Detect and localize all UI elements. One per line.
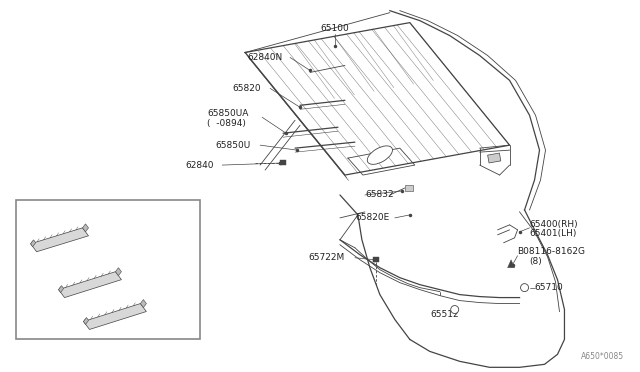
Bar (373, 257, 379, 262)
Polygon shape (83, 304, 147, 330)
Text: (8): (8) (529, 257, 542, 266)
Text: 65850UA: 65850UA (207, 109, 248, 118)
Ellipse shape (367, 146, 392, 164)
Text: 65850QA: 65850QA (36, 250, 74, 259)
Bar (15, 200, 200, 339)
Text: (0894-   ): (0894- ) (90, 209, 131, 218)
Text: 65832: 65832 (365, 190, 394, 199)
Text: 65400(RH): 65400(RH) (529, 220, 578, 230)
Polygon shape (83, 224, 88, 232)
Bar (488, 153, 501, 163)
Text: A650*0085: A650*0085 (581, 352, 625, 361)
Text: 65512: 65512 (431, 310, 459, 319)
Text: ): ) (145, 209, 149, 218)
Circle shape (520, 283, 529, 292)
Text: 65850U: 65850U (215, 141, 250, 150)
Text: 65850RA: 65850RA (74, 308, 111, 317)
Text: 65710: 65710 (534, 283, 563, 292)
Text: 65401(LH): 65401(LH) (529, 229, 577, 238)
Polygon shape (140, 299, 147, 308)
Polygon shape (31, 228, 88, 252)
Bar (405, 185, 413, 191)
Text: 62840N: 62840N (247, 53, 282, 62)
Polygon shape (115, 268, 122, 276)
Text: B08116-8162G: B08116-8162G (518, 247, 586, 256)
Polygon shape (31, 240, 36, 247)
Bar (280, 160, 286, 165)
Circle shape (451, 305, 459, 314)
Polygon shape (59, 272, 122, 298)
Text: 65850UA: 65850UA (56, 278, 94, 287)
Text: 65820E: 65820E (355, 214, 389, 222)
Polygon shape (83, 318, 88, 324)
Text: (  -0894): ( -0894) (207, 119, 246, 128)
Polygon shape (508, 260, 515, 268)
Text: 65820: 65820 (232, 84, 261, 93)
Text: 62840: 62840 (186, 161, 214, 170)
Text: 65722M: 65722M (308, 253, 344, 262)
Text: 65100: 65100 (321, 24, 349, 33)
Polygon shape (59, 286, 63, 293)
